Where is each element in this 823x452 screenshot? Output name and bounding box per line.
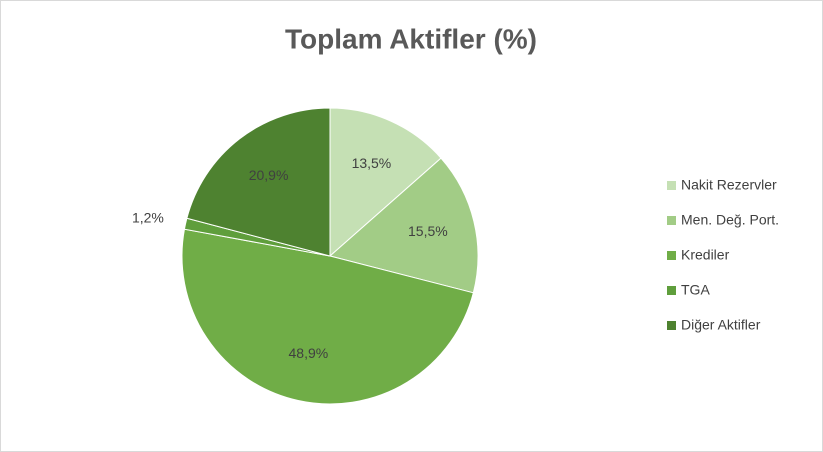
- data-label: 15,5%: [408, 223, 448, 239]
- legend-label: TGA: [681, 282, 710, 298]
- pie-slice: [329, 107, 442, 258]
- legend-label: Diğer Aktifler: [681, 317, 761, 333]
- legend-swatch: [667, 251, 676, 260]
- legend-swatch: [667, 321, 676, 330]
- chart-title: Toplam Aktifler (%): [285, 23, 537, 54]
- pie-slice: [181, 228, 474, 405]
- pie-slice: [328, 157, 479, 294]
- data-label: 1,2%: [132, 210, 164, 226]
- legend-label: Men. Değ. Port.: [681, 212, 779, 228]
- pie-slice: [186, 107, 331, 257]
- legend-swatch: [667, 286, 676, 295]
- data-label: 13,5%: [352, 155, 392, 171]
- data-label: 20,9%: [249, 167, 289, 183]
- data-label: 48,9%: [289, 345, 329, 361]
- legend-label: Krediler: [681, 247, 730, 263]
- legend-swatch: [667, 216, 676, 225]
- legend-label: Nakit Rezervler: [681, 177, 777, 193]
- legend-swatch: [667, 181, 676, 190]
